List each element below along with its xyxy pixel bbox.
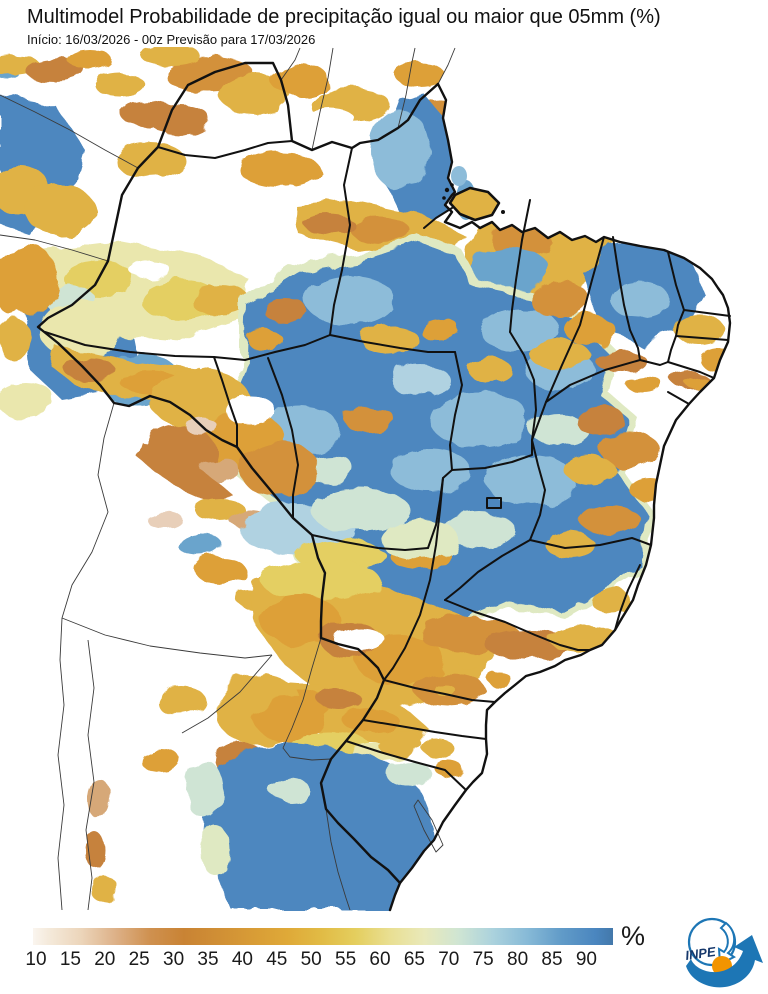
colorbar-tick-55: 55 <box>335 949 357 970</box>
header: Multimodel Probabilidade de precipitação… <box>27 6 757 47</box>
country-borders-thin <box>0 47 456 911</box>
colorbar-tick-labels: 10 15 20 25 30 35 40 45 50 55 60 65 70 75 80 85 90 <box>25 949 633 973</box>
colorbar-tick-15: 15 <box>59 949 81 970</box>
colorbar-tick-85: 85 <box>541 949 563 970</box>
state-borders <box>44 140 731 791</box>
logo-swoosh-arrow <box>686 935 763 988</box>
colorbar-tick-60: 60 <box>369 949 391 970</box>
colorbar-tick-75: 75 <box>472 949 494 970</box>
colorbar-tick-65: 65 <box>403 949 425 970</box>
colorbar-gradient <box>33 928 613 945</box>
colorbar-tick-80: 80 <box>507 949 529 970</box>
colorbar-tick-30: 30 <box>163 949 185 970</box>
map-subtitle: Início: 16/03/2026 - 00z Previsão para 1… <box>27 32 316 47</box>
colorbar-tick-25: 25 <box>128 949 150 970</box>
probability-field <box>0 45 740 910</box>
colorbar-unit-label: % <box>621 921 646 951</box>
inpe-logo: INPE <box>684 917 763 988</box>
colorbar-tick-20: 20 <box>94 949 116 970</box>
colorbar-tick-35: 35 <box>197 949 219 970</box>
national-border-and-coastline <box>36 61 732 912</box>
logo-text: INPE <box>684 944 716 963</box>
colorbar-tick-40: 40 <box>231 949 253 970</box>
colorbar-tick-50: 50 <box>300 949 322 970</box>
ocean <box>390 48 768 911</box>
colorbar-tick-90: 90 <box>575 949 597 970</box>
colorbar-tick-10: 10 <box>25 949 47 970</box>
map-title: Multimodel Probabilidade de precipitação… <box>27 6 661 28</box>
colorbar-tick-70: 70 <box>438 949 460 970</box>
colorbar-tick-45: 45 <box>266 949 288 970</box>
